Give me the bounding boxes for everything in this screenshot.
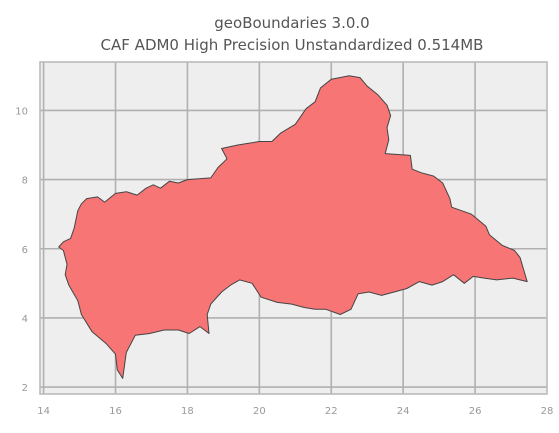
map-title-line-2: CAF ADM0 High Precision Unstandardized 0…: [101, 36, 484, 54]
y-tick-label: 6: [22, 245, 28, 256]
axes-frame: [39, 61, 548, 395]
y-tick-label: 8: [22, 176, 28, 187]
y-axis-tick-labels: 2 4 6 8 10: [15, 106, 28, 394]
x-tick-label: 18: [181, 406, 194, 417]
y-tick-label: 2: [22, 383, 28, 394]
x-tick-label: 28: [541, 406, 554, 417]
x-axis-tick-labels: 14 16 18 20 22 24 26 28: [37, 406, 553, 417]
x-tick-label: 22: [325, 406, 338, 417]
x-tick-label: 14: [37, 406, 50, 417]
y-tick-label: 4: [22, 314, 28, 325]
x-tick-label: 16: [109, 406, 122, 417]
x-tick-label: 26: [469, 406, 482, 417]
map-title-line-1: geoBoundaries 3.0.0: [214, 14, 369, 32]
y-tick-label: 10: [15, 106, 28, 117]
country-boundary-shape: [58, 75, 528, 379]
x-tick-label: 20: [253, 406, 266, 417]
x-tick-label: 24: [397, 406, 410, 417]
